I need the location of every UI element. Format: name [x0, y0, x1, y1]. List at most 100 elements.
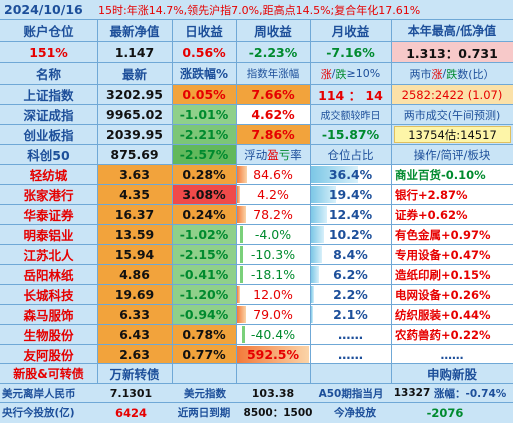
dxy-value: 103.38	[251, 386, 295, 400]
col-header-name: 名称	[35, 67, 61, 82]
holding-pl-bar	[237, 266, 243, 283]
holding-sector[interactable]: 纺织服装+0.44%	[395, 307, 491, 322]
holding-position: 19.4%	[328, 187, 373, 202]
holding-position-bg	[310, 225, 391, 244]
net-value: 1.147	[114, 44, 155, 60]
forecast-value: 13754估:14517	[394, 126, 511, 143]
ipo-value[interactable]: 万新转债	[109, 366, 160, 382]
ratio-header-down: 跌	[446, 67, 458, 81]
holding-pl-bg	[236, 305, 310, 324]
holding-sector[interactable]: 有色金属+0.97%	[395, 227, 491, 242]
holding-price: 16.37	[97, 205, 172, 224]
ratio-header-up: 涨	[431, 67, 443, 81]
pl-header-profit: 盈	[267, 147, 279, 162]
holding-sector[interactable]: 银行+2.87%	[395, 187, 468, 202]
index-price: 3202.95	[106, 87, 163, 102]
holding-sector[interactable]: 证券+0.62%	[395, 207, 468, 222]
index-name[interactable]: 深证成指	[23, 108, 74, 123]
holding-change: 3.08%	[172, 185, 236, 204]
holding-position-bg	[310, 265, 391, 284]
holding-position-bar	[311, 166, 358, 183]
holding-sector[interactable]: 造纸印刷+0.15%	[395, 267, 491, 282]
holding-op-header: 操作/简评/板块	[413, 147, 491, 162]
pboc-value: 6424	[114, 405, 147, 420]
holding-name[interactable]: 华泰证券	[23, 208, 74, 223]
holding-sector[interactable]: 农药兽药+0.22%	[395, 327, 491, 342]
monthly-return: -7.16%	[326, 44, 375, 60]
a50-label: A50期指当月	[318, 387, 384, 400]
grid-line-h	[0, 124, 513, 125]
ratio-header-pre: 两市	[409, 67, 432, 81]
limit-header-rest: ≥10%	[346, 67, 381, 80]
holding-position-bg	[310, 285, 391, 304]
holding-pl-bar	[237, 166, 247, 183]
pl-header-pre: 浮动	[244, 147, 268, 162]
holding-position: 8.4%	[333, 247, 368, 262]
a50-value: 13327	[393, 387, 431, 399]
holding-sector-bg	[391, 345, 513, 364]
holding-name[interactable]: 生物股份	[23, 328, 74, 343]
index-name[interactable]: 科创50	[27, 148, 70, 163]
holding-pl-bg	[236, 185, 310, 204]
index-change: -2.21%	[172, 125, 236, 144]
index-change: -2.57%	[172, 145, 236, 164]
holding-position: ……	[338, 327, 363, 342]
holding-position-bar	[311, 266, 319, 283]
holding-name[interactable]: 轻纺城	[29, 168, 68, 183]
holding-pl-bar	[237, 346, 309, 363]
holding-pl-bg	[236, 225, 310, 244]
usd-cnh-label: 美元离岸人民币	[2, 387, 76, 400]
holding-price: 2.63	[97, 345, 172, 364]
holding-pl-rate: -4.0%	[254, 227, 292, 242]
account-label: 账户仓位	[23, 24, 74, 39]
net-injection-label: 今净投放	[334, 407, 376, 419]
holding-sector-bg	[391, 285, 513, 304]
holding-name[interactable]: 明泰铝业	[23, 228, 74, 243]
pboc-label: 央行今投放(亿)	[2, 407, 75, 419]
holding-sector[interactable]: ……	[440, 347, 464, 362]
grid-line-h	[0, 19, 513, 20]
holding-position: 12.4%	[328, 207, 373, 222]
holding-change: -0.41%	[172, 265, 236, 284]
holding-sector-bg	[391, 325, 513, 344]
holding-position-bar	[311, 246, 322, 263]
holding-sector-bg	[391, 205, 513, 224]
holding-pl-bar	[237, 306, 246, 323]
report-summary: 15时:年涨14.7%,领先沪指7.0%,距高点14.5%;复合年化17.61%	[98, 3, 421, 17]
holding-sector[interactable]: 电网设备+0.26%	[395, 287, 491, 302]
holding-name[interactable]: 森马服饰	[23, 308, 74, 323]
col-header-year-change: 指数年涨幅	[246, 68, 300, 80]
holding-pl-rate: -40.4%	[250, 327, 296, 342]
holding-pl-rate: 84.6%	[253, 167, 293, 182]
holding-sector[interactable]: 专用设备+0.47%	[395, 247, 491, 262]
holding-price: 15.94	[97, 245, 172, 264]
holding-position: 2.2%	[333, 287, 368, 302]
holding-name[interactable]: 长城科技	[23, 288, 74, 303]
grid-line-h	[0, 304, 513, 305]
ipo-right-label[interactable]: 申购新股	[426, 366, 477, 382]
holding-pl-bar	[237, 226, 243, 243]
ratio-header-sep: /	[442, 67, 447, 80]
holding-name[interactable]: 江苏北人	[23, 248, 74, 263]
account-position: 151%	[29, 44, 68, 60]
maturing-value: 8500：1500	[243, 407, 313, 419]
holding-price: 4.86	[97, 265, 172, 284]
grid-line-v	[97, 19, 98, 383]
holding-pl-rate: -18.1%	[250, 267, 296, 282]
holding-name[interactable]: 岳阳林纸	[23, 268, 74, 283]
account-label: 月收益	[331, 24, 370, 39]
holding-name[interactable]: 张家港行	[23, 188, 74, 203]
limit-header-up: 涨	[320, 67, 332, 81]
holding-pl-bg	[236, 265, 310, 284]
holding-pl-bar	[237, 246, 243, 263]
holding-sector[interactable]: 商业百货-0.10%	[395, 167, 486, 182]
holding-change: -1.02%	[172, 225, 236, 244]
index-name[interactable]: 上证指数	[23, 88, 74, 103]
holding-name[interactable]: 友阿股份	[23, 348, 74, 363]
account-label: 最新净值	[109, 24, 160, 39]
holding-sector-bg	[391, 225, 513, 244]
index-name[interactable]: 创业板指	[23, 128, 74, 143]
holding-change: 0.28%	[172, 165, 236, 184]
holding-price: 6.43	[97, 325, 172, 344]
